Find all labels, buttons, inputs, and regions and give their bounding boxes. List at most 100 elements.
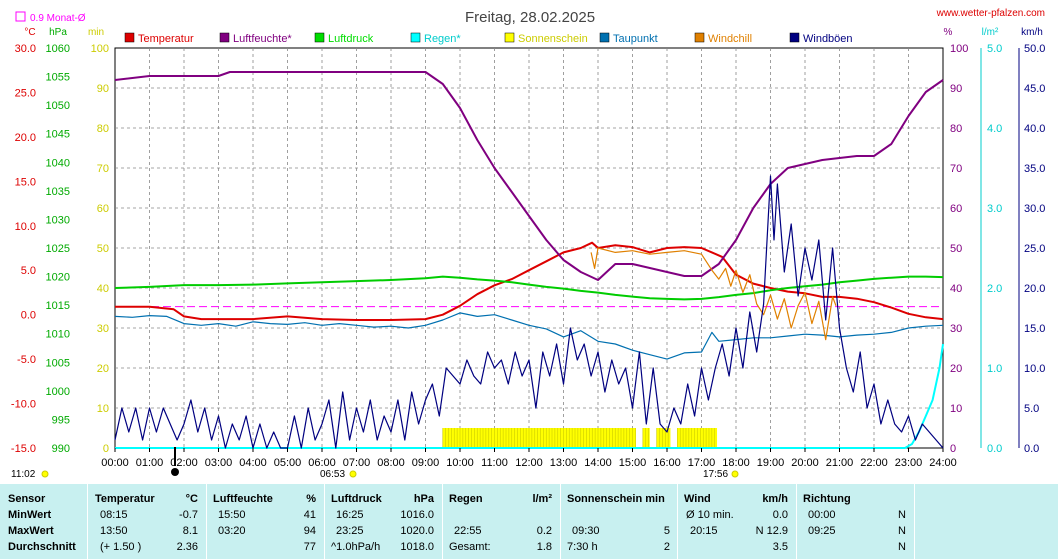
sunset-time: 17:56: [703, 469, 728, 480]
min-press-time: 16:25: [336, 509, 364, 521]
pressure-tick-label: 1045: [46, 129, 70, 141]
humidity-unit: %: [306, 493, 316, 505]
x-tick-label: 02:00: [170, 457, 198, 469]
wind-tick-label: 45.0: [1024, 83, 1045, 95]
wind-tick-label: 15.0: [1024, 323, 1045, 335]
series-line-luftdruck: [114, 275, 944, 301]
pressure-unit: hPa: [413, 493, 434, 505]
min-dir-value: N: [898, 509, 906, 521]
pressure-tick-label: 1025: [46, 243, 70, 255]
monthly-avg-swatch: [15, 11, 26, 22]
pressure-tick-label: 1060: [46, 43, 70, 55]
weather-chart: 00:00 01:00 02:00 03:00 04:00 05:00 06:00 07:00…: [10, 8, 1046, 480]
legend-swatch: [410, 32, 421, 43]
wind-tick-label: 10.0: [1024, 363, 1045, 375]
day-length: 11:02: [11, 469, 36, 480]
series-line-taupunkt: [114, 312, 944, 360]
sunset-marker: 17:56: [703, 469, 739, 480]
avg-dir-value: N: [898, 541, 906, 553]
sunset-sun-icon: [731, 470, 739, 478]
pressure-tick-label: 1015: [46, 300, 70, 312]
temp-axis-unit: °C: [24, 27, 35, 38]
humidity-tick-label: 90: [950, 83, 962, 95]
website-label[interactable]: www.wetter-pfalzen.com: [936, 8, 1045, 19]
day-length-sun-icon: [41, 470, 49, 478]
rain-tick-label: 5.0: [987, 43, 1002, 55]
max-rain-value: 0.2: [536, 525, 552, 537]
min-press-value: 1016.0: [400, 509, 434, 521]
minutes-tick-label: 90: [97, 83, 109, 95]
x-tick-label: 22:00: [860, 457, 888, 469]
axes-group: 00:00 01:00 02:00 03:00 04:00 05:00 06:00 07:00…: [11, 27, 1046, 469]
pressure-tick-label: 1030: [46, 214, 70, 226]
avg-temp-time: (+ 1.50 ): [100, 541, 142, 553]
x-tick-label: 14:00: [584, 457, 612, 469]
sunrise-time: 06:53: [320, 469, 345, 480]
max-press-time: 23:25: [336, 525, 364, 537]
legend-label: Luftdruck: [328, 33, 374, 45]
x-tick-label: 03:00: [205, 457, 233, 469]
x-tick-label: 21:00: [826, 457, 854, 469]
max-rain-time: 22:55: [454, 525, 482, 537]
min-temp-value: -0.7: [179, 509, 198, 521]
minutes-tick-label: 70: [97, 163, 109, 175]
humidity-tick-label: 70: [950, 163, 962, 175]
legend-swatch: [789, 32, 800, 43]
humidity-tick-label: 50: [950, 243, 962, 255]
x-tick-label: 13:00: [550, 457, 578, 469]
legend-label: Taupunkt: [613, 33, 658, 45]
pressure-tick-label: 1020: [46, 272, 70, 284]
minutes-tick-label: 100: [91, 43, 109, 55]
moon-phase-marker: [171, 447, 179, 476]
pressure-tick-label: 995: [52, 414, 70, 426]
avg-wind-value: 3.5: [772, 541, 788, 553]
temp-tick-label: 5.0: [21, 265, 36, 277]
max-dir-value: N: [898, 525, 906, 537]
humidity-axis-unit: %: [944, 27, 953, 38]
pressure-tick-label: 1035: [46, 186, 70, 198]
x-tick-label: 16:00: [653, 457, 681, 469]
max-temp-time: 13:50: [100, 525, 128, 537]
minutes-tick-label: 60: [97, 203, 109, 215]
legend-swatch: [599, 32, 610, 43]
chart-title: Freitag, 28.02.2025: [465, 9, 595, 26]
humidity-tick-label: 100: [950, 43, 968, 55]
pressure-tick-label: 1010: [46, 329, 70, 341]
humidity-tick-label: 10: [950, 403, 962, 415]
temp-tick-label: 15.0: [15, 176, 36, 188]
minutes-tick-label: 30: [97, 323, 109, 335]
series-lines: [114, 71, 944, 449]
series-line-temperatur: [115, 241, 944, 321]
legend-label: Windböen: [803, 33, 853, 45]
legend-label: Temperatur: [138, 33, 194, 45]
x-tick-label: 23:00: [895, 457, 923, 469]
rain-axis-unit: l/m²: [982, 27, 999, 38]
x-tick-label: 20:00: [791, 457, 819, 469]
sunrise-sun-icon: [349, 470, 357, 478]
sunshine-bar: [642, 428, 650, 448]
avg-temp-value: 2.36: [176, 541, 198, 553]
pressure-axis-unit: hPa: [49, 27, 67, 38]
x-tick-label: 18:00: [722, 457, 750, 469]
max-press-value: 1020.0: [400, 525, 434, 537]
temp-tick-label: 10.0: [15, 221, 36, 233]
wind-tick-label: 35.0: [1024, 163, 1045, 175]
day-length-marker: 11:02: [11, 469, 49, 480]
sunshine-header: Sonnenschein min: [567, 493, 665, 505]
minutes-tick-label: 0: [103, 443, 109, 455]
minutes-axis-unit: min: [88, 27, 104, 38]
temp-tick-label: 25.0: [15, 87, 36, 99]
temp-tick-label: -10.0: [11, 399, 36, 411]
avg-press-value: 1018.0: [400, 541, 434, 553]
humidity-tick-label: 80: [950, 123, 962, 135]
humidity-tick-label: 40: [950, 283, 962, 295]
sensor-header: Sensor: [8, 493, 46, 505]
pressure-tick-label: 1055: [46, 72, 70, 84]
rain-tick-label: 4.0: [987, 123, 1002, 135]
pressure-tick-label: 990: [52, 443, 70, 455]
series-line-luftfeuchte: [114, 71, 944, 281]
wind-header: Wind: [684, 493, 711, 505]
max-hum-time: 03:20: [218, 525, 246, 537]
avg-rain-time: Gesamt:: [449, 541, 491, 553]
minutes-tick-label: 10: [97, 403, 109, 415]
